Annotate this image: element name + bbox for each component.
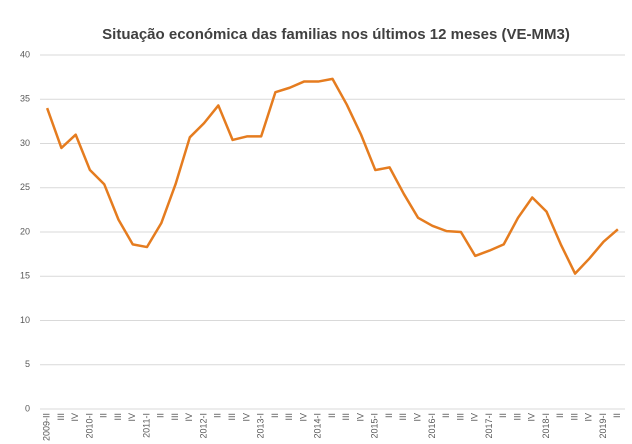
x-tick-label: II xyxy=(327,413,337,418)
x-tick-label: IV xyxy=(241,413,251,422)
y-tick-label: 25 xyxy=(20,182,30,192)
x-tick-label: 2013-I xyxy=(256,413,266,439)
x-tick-label: II xyxy=(441,413,451,418)
x-tick-label: III xyxy=(284,413,294,421)
x-tick-label: II xyxy=(156,413,166,418)
x-tick-label: III xyxy=(170,413,180,421)
y-tick-label: 20 xyxy=(20,226,30,236)
x-tick-label: III xyxy=(512,413,522,421)
x-tick-label: 2011-I xyxy=(141,413,151,438)
x-tick-label: 2009-II xyxy=(42,413,52,441)
x-tick-label: 2016-I xyxy=(427,413,437,439)
x-tick-label: 2017-I xyxy=(484,413,494,439)
chart-title: Situação económica das familias nos últi… xyxy=(102,26,570,43)
x-tick-label: IV xyxy=(584,413,594,422)
x-tick-label: 2019-I xyxy=(598,413,608,439)
line-series xyxy=(45,77,619,275)
x-tick-label: 2018-I xyxy=(541,413,551,439)
y-tick-label: 0 xyxy=(25,403,30,413)
x-tick-label: 2014-I xyxy=(313,413,323,439)
x-tick-label: II xyxy=(612,413,622,418)
x-tick-label: III xyxy=(398,413,408,421)
x-tick-label: IV xyxy=(184,413,194,422)
x-tick-label: III xyxy=(113,413,123,421)
x-tick-label: III xyxy=(227,413,237,421)
y-tick-label: 15 xyxy=(20,271,30,281)
x-tick-label: IV xyxy=(127,413,137,422)
y-tick-label: 35 xyxy=(20,94,30,104)
x-tick-label: IV xyxy=(355,413,365,422)
x-tick-label: IV xyxy=(298,413,308,422)
x-tick-label: IV xyxy=(70,413,80,422)
x-tick-label: 2015-I xyxy=(370,413,380,439)
x-tick-label: IV xyxy=(412,413,422,422)
x-tick-label: II xyxy=(498,413,508,418)
x-tick-label: III xyxy=(56,413,66,421)
x-tick-label: 2012-I xyxy=(198,413,208,439)
x-tick-label: III xyxy=(569,413,579,421)
x-tick-label: III xyxy=(455,413,465,421)
y-tick-label: 30 xyxy=(20,138,30,148)
x-tick-label: II xyxy=(213,413,223,418)
x-tick-label: II xyxy=(99,413,109,418)
x-tick-label: III xyxy=(341,413,351,421)
x-tick-label: IV xyxy=(470,413,480,422)
y-tick-label: 10 xyxy=(20,315,30,325)
x-tick-label: II xyxy=(555,413,565,418)
x-tick-label: 2010-I xyxy=(84,413,94,439)
x-tick-label: IV xyxy=(527,413,537,422)
y-tick-label: 5 xyxy=(25,359,30,369)
x-tick-label: II xyxy=(384,413,394,418)
y-tick-label: 40 xyxy=(20,49,30,59)
x-tick-label: II xyxy=(270,413,280,418)
